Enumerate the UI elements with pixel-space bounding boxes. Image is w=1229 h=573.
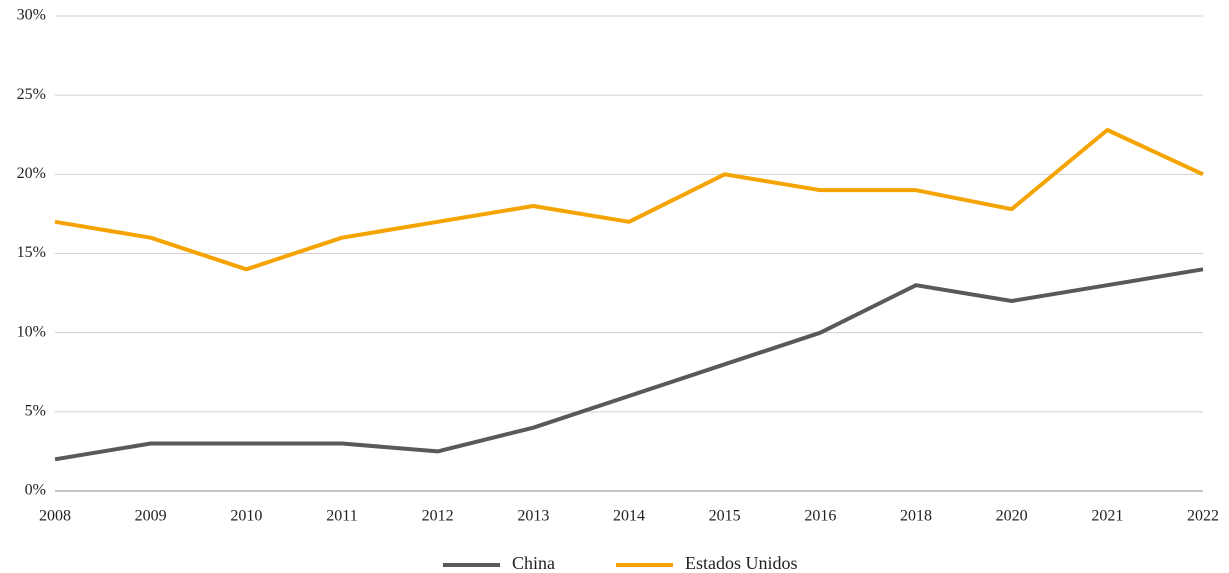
x-tick-label: 2010 bbox=[230, 508, 262, 525]
x-tick-label: 2016 bbox=[804, 508, 836, 525]
y-tick-label: 0% bbox=[25, 482, 46, 499]
y-tick-label: 5% bbox=[25, 403, 46, 420]
x-tick-label: 2018 bbox=[900, 508, 932, 525]
x-tick-label: 2021 bbox=[1091, 508, 1123, 525]
x-tick-label: 2009 bbox=[135, 508, 167, 525]
x-tick-label: 2014 bbox=[613, 508, 645, 525]
legend-label: China bbox=[512, 553, 555, 573]
x-tick-label: 2022 bbox=[1187, 508, 1219, 525]
x-tick-label: 2008 bbox=[39, 508, 71, 525]
x-tick-label: 2011 bbox=[326, 508, 357, 525]
x-tick-label: 2012 bbox=[422, 508, 454, 525]
legend-label: Estados Unidos bbox=[685, 553, 798, 573]
y-tick-label: 30% bbox=[17, 7, 46, 24]
x-tick-label: 2015 bbox=[709, 508, 741, 525]
y-tick-label: 15% bbox=[17, 244, 46, 261]
y-tick-label: 10% bbox=[17, 323, 46, 340]
x-tick-label: 2020 bbox=[996, 508, 1028, 525]
x-tick-label: 2013 bbox=[517, 508, 549, 525]
line-series bbox=[54, 128, 1204, 272]
y-tick-label: 20% bbox=[17, 165, 46, 182]
y-tick-label: 25% bbox=[17, 86, 46, 103]
line-series bbox=[54, 267, 1204, 462]
